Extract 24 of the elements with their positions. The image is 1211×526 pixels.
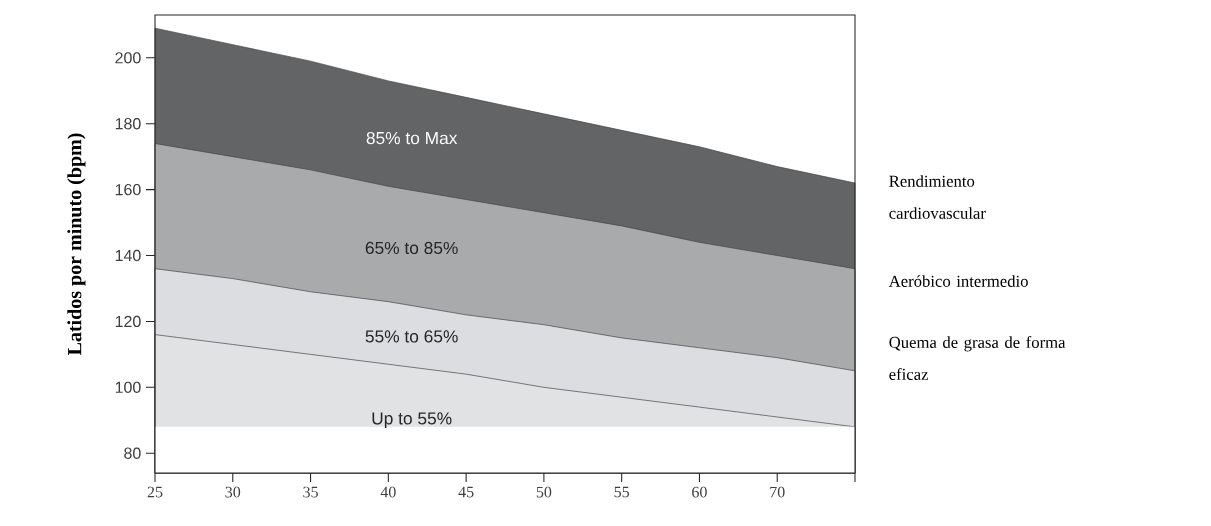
x-tick-label: 35 xyxy=(303,486,318,498)
x-tick-label: 70 xyxy=(770,486,785,498)
y-tick-label: 120 xyxy=(115,315,141,328)
text: Rendimiento cardiovascular xyxy=(889,175,986,219)
y-tick-label: 140 xyxy=(115,249,141,262)
series-label: 85% to Max xyxy=(366,131,458,145)
text: Aeróbico intermedio xyxy=(888,275,1028,287)
x-tick-label: 30 xyxy=(225,486,241,498)
y-tick-label: 80 xyxy=(124,447,141,459)
y-tick-label: 200 xyxy=(115,52,141,64)
x-tick-label: 60 xyxy=(692,486,707,498)
y-tick-label: 180 xyxy=(115,118,141,130)
x-tick-label: 25 xyxy=(147,486,163,498)
series-label: Up to 55% xyxy=(372,412,452,428)
x-tick-label: 50 xyxy=(536,486,552,498)
y-tick-label: 100 xyxy=(115,381,141,393)
y-axis-title: Latidos por minuto (bpm) xyxy=(67,133,86,356)
y-tick-label: 160 xyxy=(115,183,141,196)
x-tick-label: 40 xyxy=(380,486,396,498)
text: Quema de grasa de forma eficaz xyxy=(889,336,1066,380)
x-tick-label: 45 xyxy=(458,486,474,498)
x-tick-label: 55 xyxy=(614,486,630,498)
series-label: 65% to 85% xyxy=(365,241,458,255)
series-label: 55% to 65% xyxy=(365,330,458,343)
